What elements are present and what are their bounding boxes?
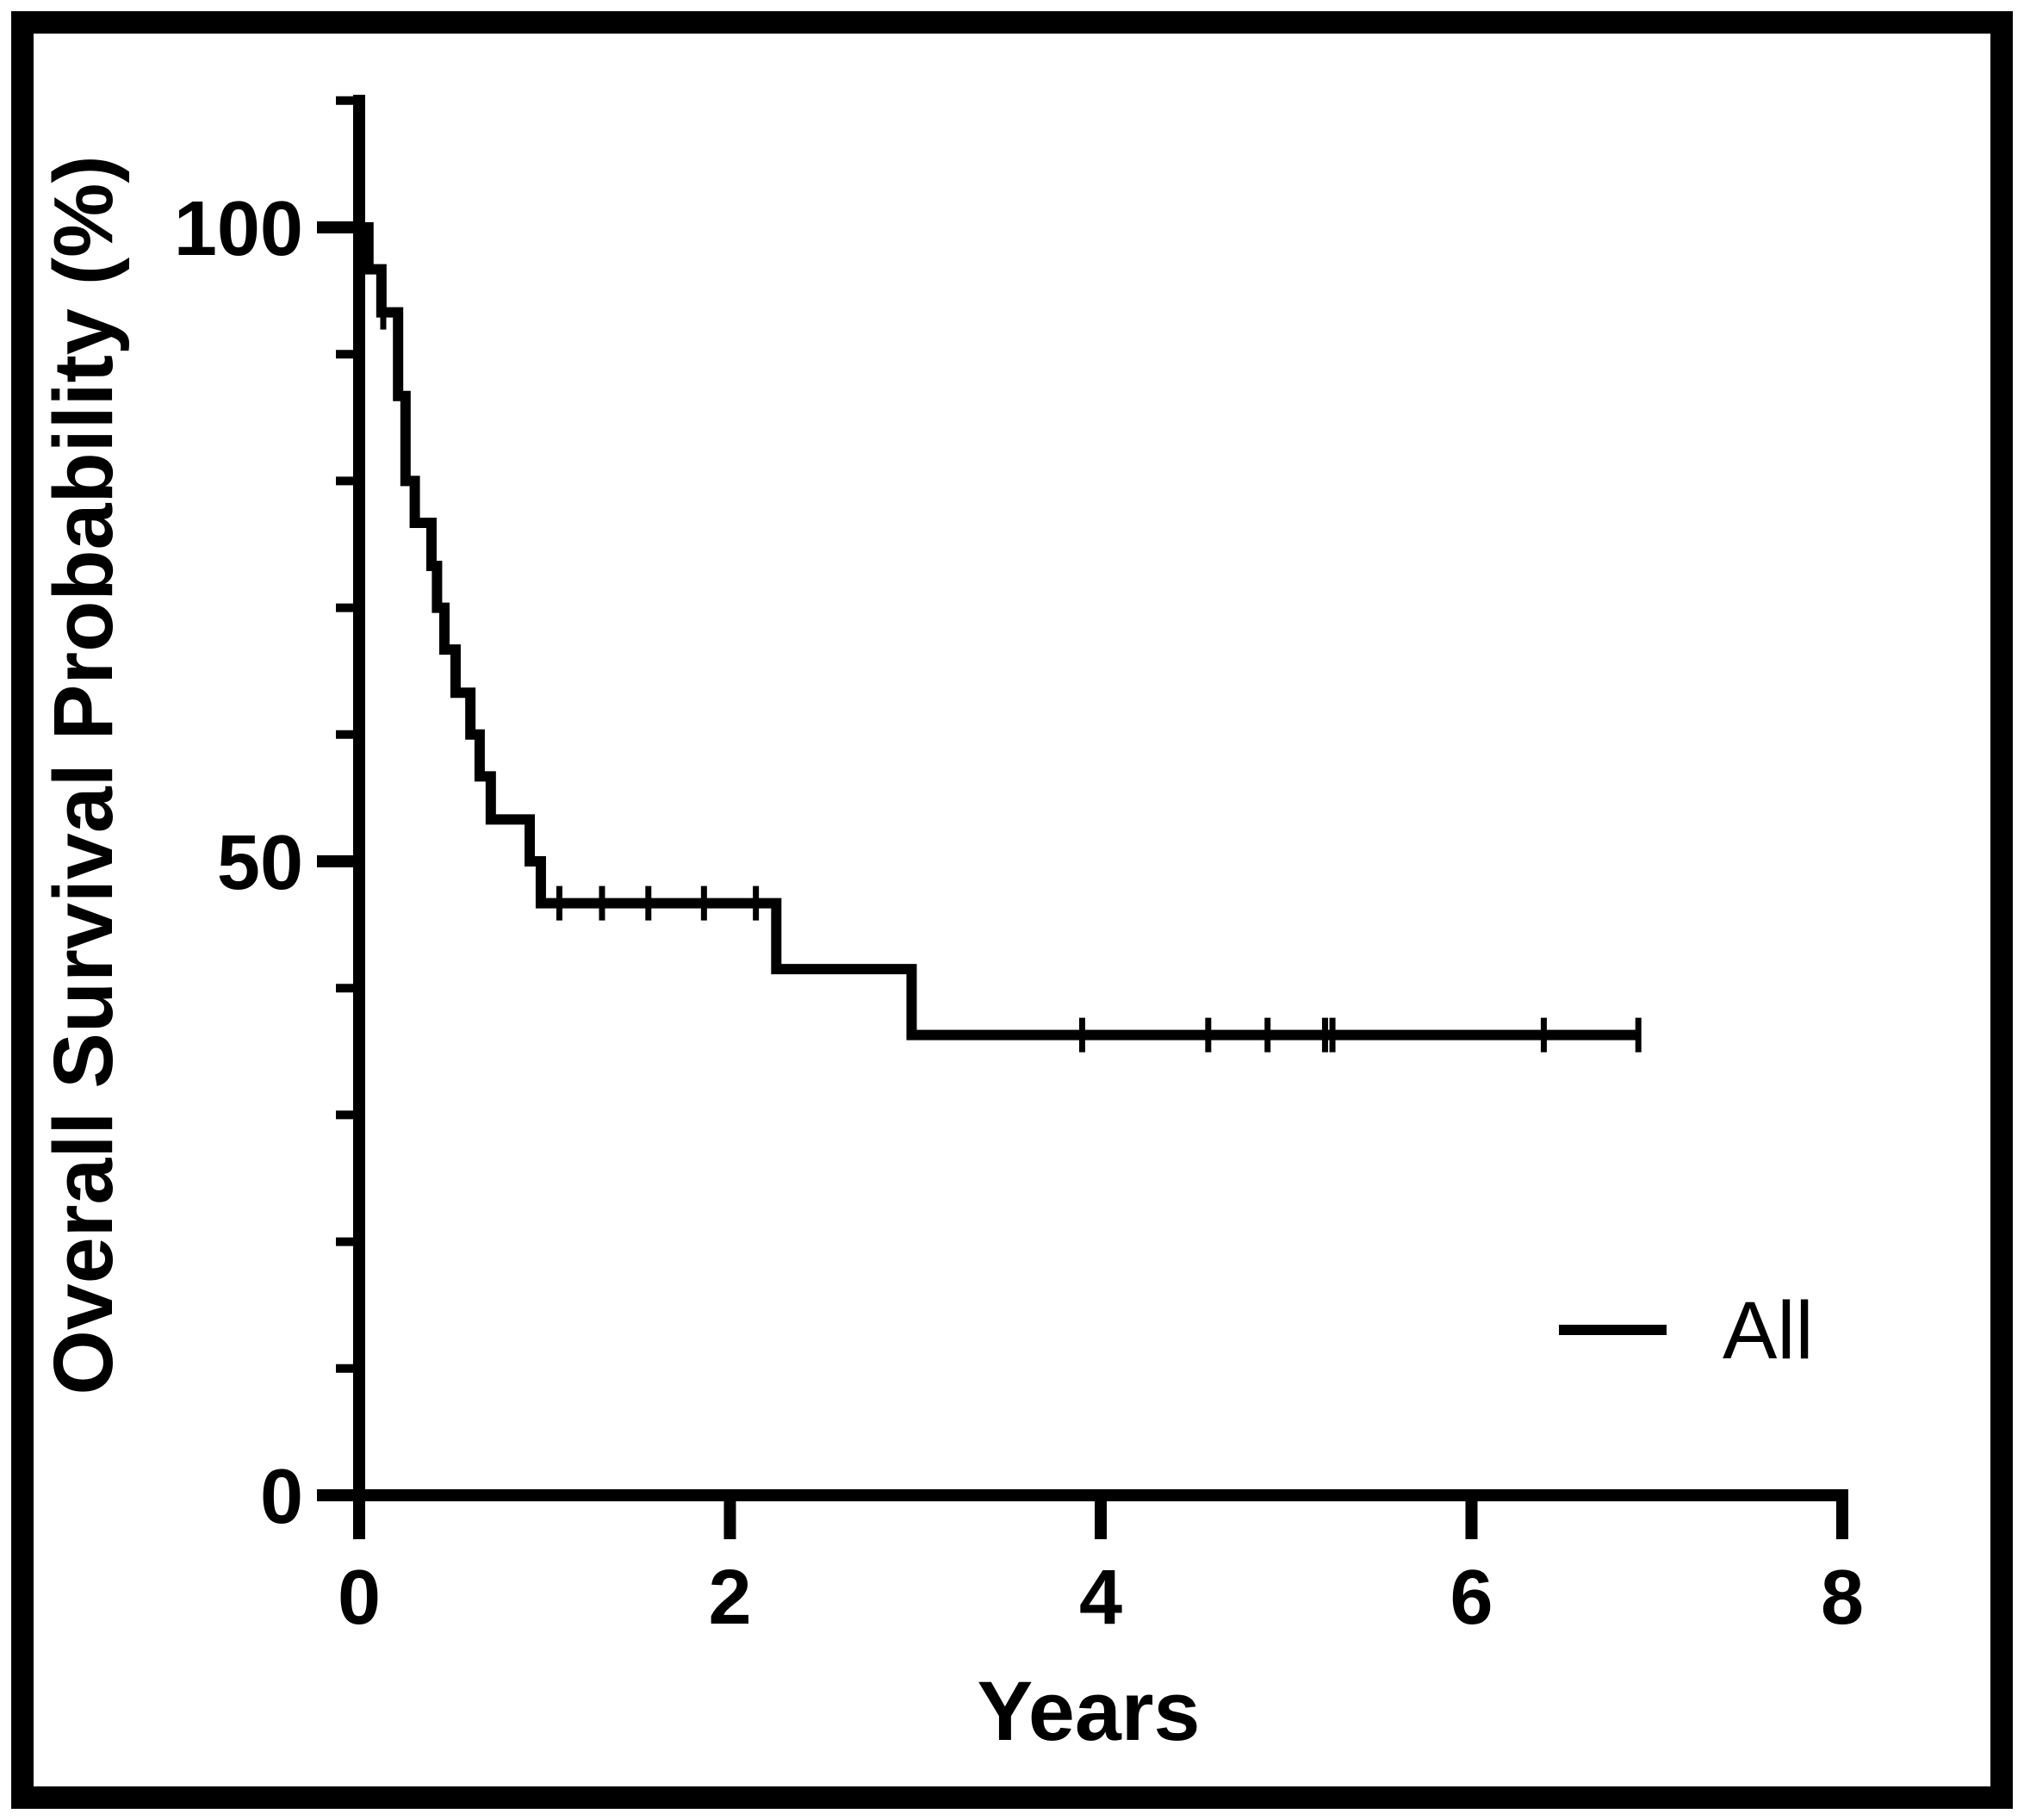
legend: All [1559, 1285, 1814, 1376]
x-tick-label: 2 [708, 1555, 751, 1641]
survival-curve [359, 222, 1642, 1053]
y-axis: 0 50 100 [174, 95, 365, 1540]
x-axis-title: Years [978, 1664, 1201, 1758]
y-minor-ticks [336, 96, 359, 1373]
x-axis: 0 2 4 6 8 [338, 1489, 1864, 1641]
y-major-ticks [317, 221, 359, 1501]
x-tick-label: 6 [1450, 1555, 1493, 1641]
x-tick-label: 8 [1821, 1555, 1864, 1641]
x-tick-label: 4 [1079, 1555, 1122, 1641]
survival-curve-path [359, 222, 1639, 1040]
y-tick-label: 0 [260, 1454, 303, 1540]
figure-border [11, 11, 2013, 1809]
x-tick-labels: 0 2 4 6 8 [338, 1555, 1864, 1641]
legend-label: All [1723, 1285, 1814, 1376]
censor-ticks [380, 295, 1642, 1053]
y-tick-labels: 0 50 100 [174, 186, 303, 1540]
y-tick-label: 50 [217, 820, 303, 906]
y-tick-label: 100 [174, 186, 303, 272]
y-axis-title: Overall Survival Probability (%) [36, 155, 130, 1395]
x-major-ticks [353, 1495, 1848, 1539]
x-tick-label: 0 [338, 1555, 381, 1641]
